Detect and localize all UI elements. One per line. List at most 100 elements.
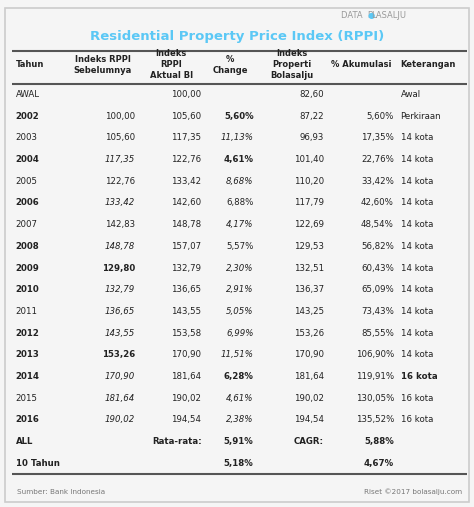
Text: 119,91%: 119,91% bbox=[356, 372, 394, 381]
Text: 2010: 2010 bbox=[16, 285, 39, 294]
Text: 136,37: 136,37 bbox=[293, 285, 324, 294]
Text: Indeks RPPI
Sebelumnya: Indeks RPPI Sebelumnya bbox=[74, 55, 132, 75]
Text: LASALJU: LASALJU bbox=[371, 11, 406, 20]
Text: 170,90: 170,90 bbox=[172, 350, 201, 359]
Text: 153,26: 153,26 bbox=[293, 329, 324, 338]
Text: 181,64: 181,64 bbox=[171, 372, 201, 381]
Text: 2014: 2014 bbox=[16, 372, 40, 381]
Text: 2013: 2013 bbox=[16, 350, 39, 359]
Text: 14 kota: 14 kota bbox=[401, 177, 433, 186]
Text: 60,43%: 60,43% bbox=[361, 264, 394, 272]
Text: Perkiraan: Perkiraan bbox=[401, 112, 441, 121]
Text: 122,76: 122,76 bbox=[171, 155, 201, 164]
Text: 122,76: 122,76 bbox=[105, 177, 135, 186]
Text: 16 kota: 16 kota bbox=[401, 393, 433, 403]
Text: 106,90%: 106,90% bbox=[356, 350, 394, 359]
Text: CAGR:: CAGR: bbox=[294, 437, 324, 446]
Text: Awal: Awal bbox=[401, 90, 420, 99]
Text: 14 kota: 14 kota bbox=[401, 155, 433, 164]
Text: 14 kota: 14 kota bbox=[401, 264, 433, 272]
Text: 181,64: 181,64 bbox=[105, 393, 135, 403]
Text: 148,78: 148,78 bbox=[105, 242, 135, 251]
Text: 100,00: 100,00 bbox=[105, 112, 135, 121]
Text: 142,83: 142,83 bbox=[105, 220, 135, 229]
Text: 14 kota: 14 kota bbox=[401, 329, 433, 338]
Text: 6,88%: 6,88% bbox=[226, 198, 254, 207]
Text: 14 kota: 14 kota bbox=[401, 350, 433, 359]
Text: 16 kota: 16 kota bbox=[401, 372, 437, 381]
Text: Tahun: Tahun bbox=[16, 60, 44, 69]
Text: 4,61%: 4,61% bbox=[226, 393, 254, 403]
Text: 143,55: 143,55 bbox=[105, 329, 135, 338]
Text: 2008: 2008 bbox=[16, 242, 39, 251]
Text: 73,43%: 73,43% bbox=[361, 307, 394, 316]
Text: Rata-rata:: Rata-rata: bbox=[152, 437, 201, 446]
Text: 22,76%: 22,76% bbox=[361, 155, 394, 164]
Text: 4,61%: 4,61% bbox=[224, 155, 254, 164]
Text: 14 kota: 14 kota bbox=[401, 285, 433, 294]
Text: 14 kota: 14 kota bbox=[401, 307, 433, 316]
Text: 82,60: 82,60 bbox=[299, 90, 324, 99]
Text: 190,02: 190,02 bbox=[105, 415, 135, 424]
Text: 135,52%: 135,52% bbox=[356, 415, 394, 424]
Text: 100,00: 100,00 bbox=[171, 90, 201, 99]
Text: 101,40: 101,40 bbox=[293, 155, 324, 164]
Text: 96,93: 96,93 bbox=[300, 133, 324, 142]
Text: 87,22: 87,22 bbox=[299, 112, 324, 121]
Text: 181,64: 181,64 bbox=[293, 372, 324, 381]
Text: 2007: 2007 bbox=[16, 220, 37, 229]
Text: 2004: 2004 bbox=[16, 155, 39, 164]
Text: 14 kota: 14 kota bbox=[401, 220, 433, 229]
Text: 105,60: 105,60 bbox=[171, 112, 201, 121]
Text: 133,42: 133,42 bbox=[171, 177, 201, 186]
Text: % Akumulasi: % Akumulasi bbox=[331, 60, 392, 69]
Text: 117,79: 117,79 bbox=[294, 198, 324, 207]
Text: 2,30%: 2,30% bbox=[226, 264, 254, 272]
Text: 153,58: 153,58 bbox=[171, 329, 201, 338]
Text: Indeks
Properti
Bolasalju: Indeks Properti Bolasalju bbox=[270, 49, 313, 80]
Text: 136,65: 136,65 bbox=[105, 307, 135, 316]
Text: 33,42%: 33,42% bbox=[361, 177, 394, 186]
Text: 42,60%: 42,60% bbox=[361, 198, 394, 207]
Text: 194,54: 194,54 bbox=[294, 415, 324, 424]
Text: ●: ● bbox=[367, 11, 374, 20]
Text: 14 kota: 14 kota bbox=[401, 133, 433, 142]
Text: 16 kota: 16 kota bbox=[401, 415, 433, 424]
Text: 85,55%: 85,55% bbox=[361, 329, 394, 338]
Text: 2005: 2005 bbox=[16, 177, 37, 186]
Text: 2009: 2009 bbox=[16, 264, 39, 272]
Text: Riset ©2017 bolasalju.com: Riset ©2017 bolasalju.com bbox=[364, 488, 462, 495]
Text: 5,60%: 5,60% bbox=[366, 112, 394, 121]
Text: 132,79: 132,79 bbox=[105, 285, 135, 294]
Text: %
Change: % Change bbox=[213, 55, 248, 75]
Text: 6,28%: 6,28% bbox=[224, 372, 254, 381]
Text: 153,26: 153,26 bbox=[102, 350, 135, 359]
Text: Keterangan: Keterangan bbox=[401, 60, 456, 69]
Text: 2015: 2015 bbox=[16, 393, 37, 403]
Text: 11,13%: 11,13% bbox=[220, 133, 254, 142]
Text: 132,79: 132,79 bbox=[172, 264, 201, 272]
Text: 14 kota: 14 kota bbox=[401, 198, 433, 207]
Text: 2016: 2016 bbox=[16, 415, 39, 424]
Text: 122,69: 122,69 bbox=[294, 220, 324, 229]
Text: 8,68%: 8,68% bbox=[226, 177, 254, 186]
Text: 2012: 2012 bbox=[16, 329, 39, 338]
Text: 157,07: 157,07 bbox=[171, 242, 201, 251]
Text: 143,55: 143,55 bbox=[171, 307, 201, 316]
Text: 132,51: 132,51 bbox=[293, 264, 324, 272]
Text: 136,65: 136,65 bbox=[171, 285, 201, 294]
Text: Sumber: Bank Indonesia: Sumber: Bank Indonesia bbox=[17, 489, 105, 495]
Text: 5,60%: 5,60% bbox=[224, 112, 254, 121]
Text: 130,05%: 130,05% bbox=[356, 393, 394, 403]
Text: 117,35: 117,35 bbox=[105, 155, 135, 164]
Text: 10 Tahun: 10 Tahun bbox=[16, 459, 60, 467]
Text: 2002: 2002 bbox=[16, 112, 39, 121]
Text: 170,90: 170,90 bbox=[105, 372, 135, 381]
Text: 190,02: 190,02 bbox=[172, 393, 201, 403]
Text: 5,18%: 5,18% bbox=[224, 459, 254, 467]
Text: 5,91%: 5,91% bbox=[224, 437, 254, 446]
Text: 14 kota: 14 kota bbox=[401, 242, 433, 251]
Text: 5,05%: 5,05% bbox=[226, 307, 254, 316]
Text: 17,35%: 17,35% bbox=[361, 133, 394, 142]
Text: Indeks
RPPI
Aktual BI: Indeks RPPI Aktual BI bbox=[150, 49, 192, 80]
